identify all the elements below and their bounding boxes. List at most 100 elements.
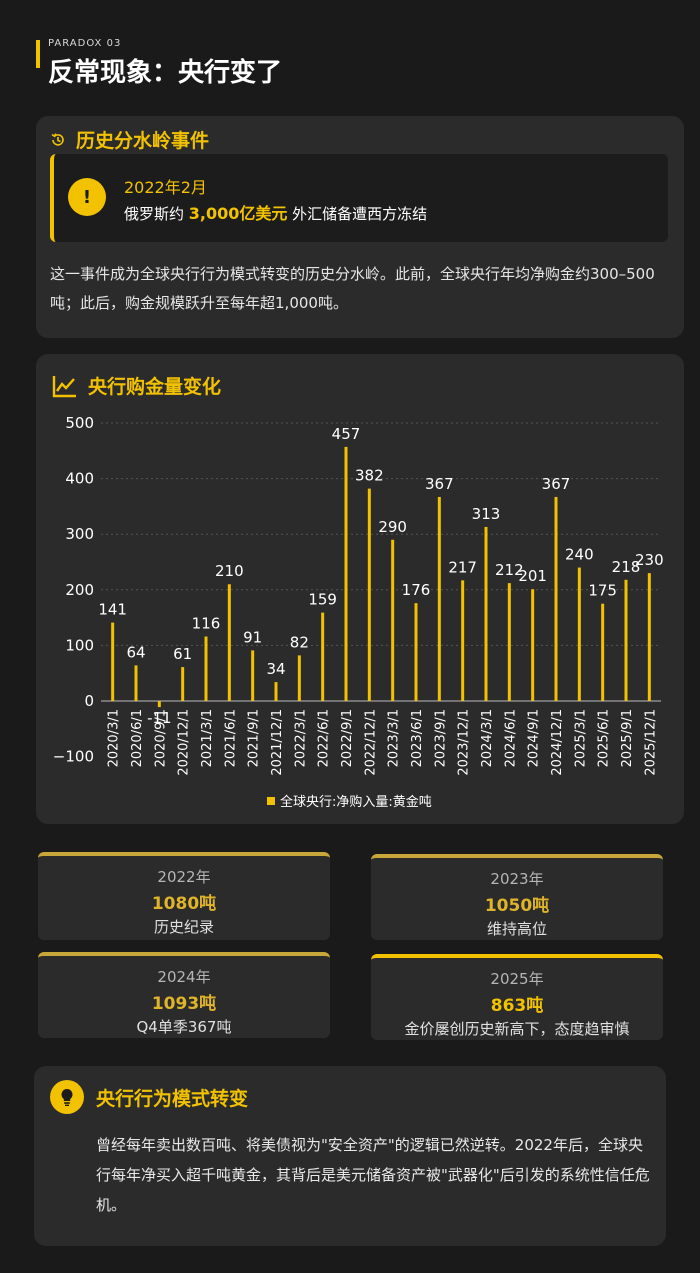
stat-card-2022: 2022年 1080吨 历史纪录 (38, 852, 330, 940)
bar (437, 496, 441, 701)
event-body: 这一事件成为全球央行行为模式转变的历史分水岭。此前，全球央行年均净购金约300–… (50, 265, 655, 312)
x-tick-label: 2021/3/1 (200, 709, 215, 767)
stat-subtitle: 维持高位 (486, 920, 547, 938)
bar (157, 701, 161, 708)
x-tick-label: 2023/9/1 (433, 709, 448, 767)
alert-icon: ! (68, 178, 106, 216)
x-tick-label: 2023/3/1 (387, 709, 402, 767)
stat-value: 1093吨 (151, 994, 217, 1014)
bar-value-label: 218 (612, 558, 641, 576)
bar (227, 584, 231, 701)
kicker-label: PARADOX 03 (48, 38, 122, 49)
stat-card-2023: 2023年 1050吨 维持高位 (371, 854, 663, 940)
stat-card-2024: 2024年 1093吨 Q4单季367吨 (38, 952, 330, 1038)
x-tick-label: 2025/9/1 (620, 709, 635, 767)
bar-value-label: 61 (173, 645, 192, 663)
bar-value-label: 159 (308, 591, 337, 609)
stat-subtitle: 金价屡创历史新高下，态度趋审慎 (404, 1020, 630, 1038)
bar (391, 539, 395, 701)
bar-value-label: 176 (402, 581, 431, 599)
event-heading: 历史分水岭事件 (50, 126, 209, 153)
history-icon (51, 132, 64, 146)
bar (414, 603, 418, 701)
x-tick-label: 2025/12/1 (643, 709, 658, 776)
x-tick-label: 2020/3/1 (107, 709, 122, 767)
bar-value-label: -11 (147, 709, 172, 727)
stat-value: 863吨 (490, 996, 544, 1016)
bar (554, 496, 558, 701)
y-tick-label: 100 (65, 636, 94, 654)
event-desc-highlight: 3,000亿美元 (188, 204, 288, 223)
bar-value-label: 367 (542, 475, 571, 493)
bar-value-label: 116 (192, 615, 221, 633)
y-tick-label: 500 (65, 414, 94, 432)
bar (321, 612, 325, 701)
lightbulb-icon (50, 1080, 84, 1114)
bar-value-label: 382 (355, 467, 384, 485)
y-tick-label: 200 (65, 581, 94, 599)
behavior-shift-title: 央行行为模式转变 (96, 1088, 249, 1110)
bar-value-label: 457 (332, 425, 361, 443)
bar (461, 580, 465, 701)
chart-card: 央行购金量变化 500 400 300 200 100 0 −100 141 2020/3/1 6… (36, 354, 684, 824)
x-tick-label: 2022/6/1 (317, 709, 332, 767)
bar-value-label: 64 (126, 643, 145, 661)
x-tick-label: 2021/12/1 (270, 709, 285, 776)
y-tick-label: 0 (84, 692, 94, 710)
chart-heading-label: 央行购金量变化 (88, 376, 222, 398)
bar (344, 446, 348, 701)
event-date: 2022年2月 (124, 178, 207, 197)
x-tick-label: 2022/9/1 (340, 709, 355, 767)
x-tick-label: 2020/6/1 (130, 709, 145, 767)
x-tick-label: 2024/12/1 (550, 709, 565, 776)
y-tick-label: 300 (65, 525, 94, 543)
stat-value: 1050吨 (484, 896, 550, 916)
bar-value-label: 34 (266, 660, 285, 678)
bar-value-label: 175 (588, 582, 617, 600)
bar (297, 655, 301, 701)
x-tick-label: 2022/3/1 (293, 709, 308, 767)
event-heading-label: 历史分水岭事件 (76, 130, 210, 152)
kicker-accent-bar (36, 40, 40, 68)
x-tick-label: 2023/6/1 (410, 709, 425, 767)
bar (624, 579, 628, 701)
bar (484, 526, 488, 701)
bar (181, 667, 185, 701)
bar (507, 583, 511, 701)
x-tick-label: 2023/12/1 (457, 709, 472, 776)
event-callout: ! 2022年2月 俄罗斯约 3,000亿美元 外汇储备遭西方冻结 (50, 154, 668, 242)
x-tick-label: 2021/6/1 (223, 709, 238, 767)
bar-value-label: 141 (98, 601, 127, 619)
bar-value-label: 230 (635, 551, 664, 569)
stat-year: 2023年 (490, 870, 544, 888)
x-tick-label: 2025/3/1 (573, 709, 588, 767)
stat-year: 2024年 (157, 968, 211, 986)
bar (577, 567, 581, 701)
bar (134, 665, 138, 701)
bar (274, 682, 278, 701)
bar-value-label: 313 (472, 505, 501, 523)
event-desc-prefix: 俄罗斯约 (124, 205, 189, 223)
event-card: 历史分水岭事件 ! 2022年2月 俄罗斯约 3,000亿美元 外汇储备遭西方冻… (36, 116, 684, 338)
bar (531, 589, 535, 701)
bar (111, 622, 115, 701)
behavior-shift-card: 央行行为模式转变 曾经每年卖出数百吨、将美债视为"安全资产"的逻辑已然逆转。20… (34, 1066, 666, 1246)
stat-subtitle: 历史纪录 (153, 918, 214, 936)
x-tick-label: 2024/6/1 (503, 709, 518, 767)
y-tick-label: 400 (65, 470, 94, 488)
bar-value-label: 212 (495, 561, 524, 579)
event-description: 俄罗斯约 3,000亿美元 外汇储备遭西方冻结 (124, 200, 427, 224)
x-tick-label: 2024/3/1 (480, 709, 495, 767)
page-title: 反常现象：央行变了 (48, 58, 283, 88)
x-tick-label: 2021/9/1 (247, 709, 262, 767)
bar-value-label: 201 (518, 567, 547, 585)
bar-value-label: 82 (290, 633, 309, 651)
kicker: PARADOX 03 (36, 38, 121, 68)
behavior-shift-body: 曾经每年卖出数百吨、将美债视为"安全资产"的逻辑已然逆转。2022年后，全球央行… (96, 1136, 650, 1214)
stat-subtitle: Q4单季367吨 (136, 1018, 232, 1036)
stat-year: 2022年 (157, 868, 211, 886)
bar-chart: 500 400 300 200 100 0 −100 141 2020/3/1 64 2020/6/… (53, 414, 664, 810)
bar (204, 636, 208, 701)
x-tick-label: 2025/6/1 (597, 709, 612, 767)
stat-card-2025: 2025年 863吨 金价屡创历史新高下，态度趋审慎 (371, 954, 663, 1040)
